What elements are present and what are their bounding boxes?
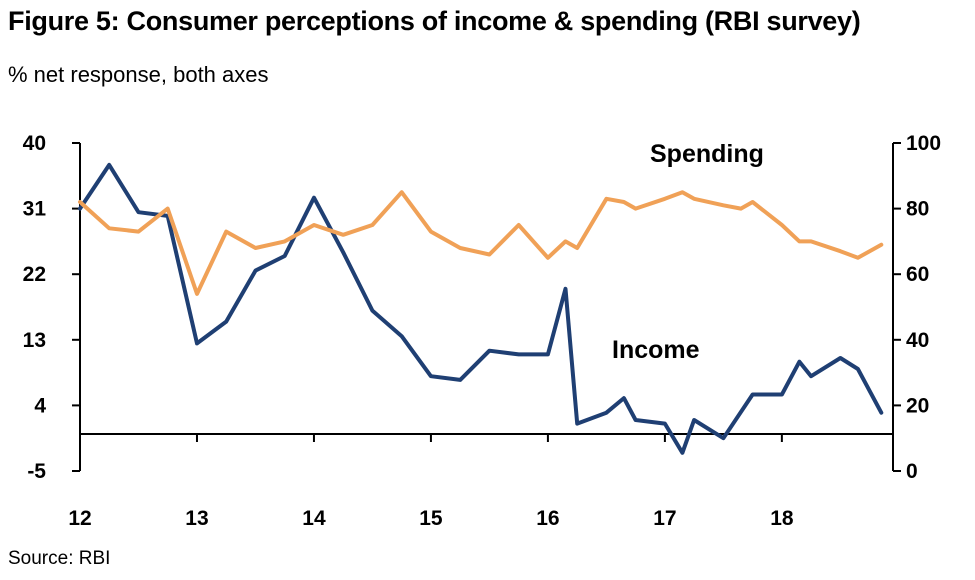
chart-subtitle: % net response, both axes [8, 62, 269, 87]
left-tick-label: 22 [23, 263, 46, 286]
x-tick-label: 17 [653, 507, 676, 530]
x-tick-label: 12 [68, 507, 91, 530]
chart-axes [72, 142, 901, 472]
spending-annotation: Spending [650, 140, 764, 168]
x-tick-label: 18 [770, 507, 794, 530]
income-series-line [78, 162, 884, 455]
right-tick-label: 60 [906, 263, 929, 286]
right-tick-label: 40 [906, 329, 929, 352]
right-tick-label: 100 [906, 132, 941, 155]
income-annotation: Income [612, 336, 700, 364]
x-tick-label: 15 [419, 507, 443, 530]
chart-title: Figure 5: Consumer perceptions of income… [8, 6, 861, 36]
right-tick-label: 20 [906, 394, 929, 417]
x-tick-label: 13 [185, 507, 208, 530]
chart-series [78, 162, 884, 455]
left-axis-tick-labels: 40 31 22 13 4 -5 [23, 132, 47, 483]
left-tick-label: -5 [27, 460, 46, 483]
right-tick-label: 80 [906, 198, 929, 221]
right-axis-tick-labels: 100 80 60 40 20 0 [906, 132, 941, 483]
left-tick-label: 4 [34, 394, 46, 417]
x-tick-label: 16 [536, 507, 559, 530]
spending-series-line [78, 190, 884, 296]
x-tick-label: 14 [302, 507, 326, 530]
right-tick-label: 0 [906, 460, 918, 483]
x-axis-tick-labels: 12 13 14 15 16 17 18 [68, 507, 794, 530]
left-tick-label: 40 [23, 132, 46, 155]
source-note: Source: RBI [8, 548, 111, 569]
left-tick-label: 31 [23, 198, 47, 221]
left-tick-label: 13 [23, 329, 46, 352]
